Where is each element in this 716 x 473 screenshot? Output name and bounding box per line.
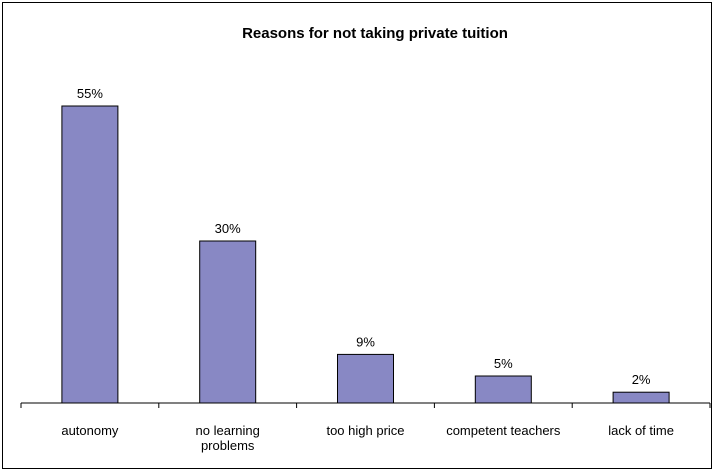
category-label-3: competent teachers [446, 423, 561, 438]
category-labels-group: autonomy no learning problems too high pric… [61, 423, 674, 453]
data-label-1: 30% [215, 221, 241, 236]
category-label-0: autonomy [61, 423, 119, 438]
data-label-4: 2% [632, 372, 651, 387]
x-axis [20, 402, 711, 408]
bar-2 [337, 353, 394, 404]
bar-3 [474, 375, 532, 404]
bars-group [61, 105, 670, 404]
category-label-1: no learning problems [196, 423, 260, 453]
category-label-4: lack of time [608, 423, 674, 438]
category-label-2: too high price [326, 423, 404, 438]
bar-4 [612, 391, 670, 404]
chart-title: Reasons for not taking private tuition [242, 25, 508, 42]
chart-frame: Reasons for not taking private tuition 5… [2, 2, 712, 469]
data-label-0: 55% [77, 86, 103, 101]
data-labels-group: 55% 30% 9% 5% 2% [77, 86, 651, 387]
data-label-3: 5% [494, 356, 513, 371]
bar-0 [61, 105, 119, 404]
bar-1 [199, 240, 257, 404]
data-label-2: 9% [356, 334, 375, 349]
bar-chart: Reasons for not taking private tuition 5… [20, 25, 711, 453]
